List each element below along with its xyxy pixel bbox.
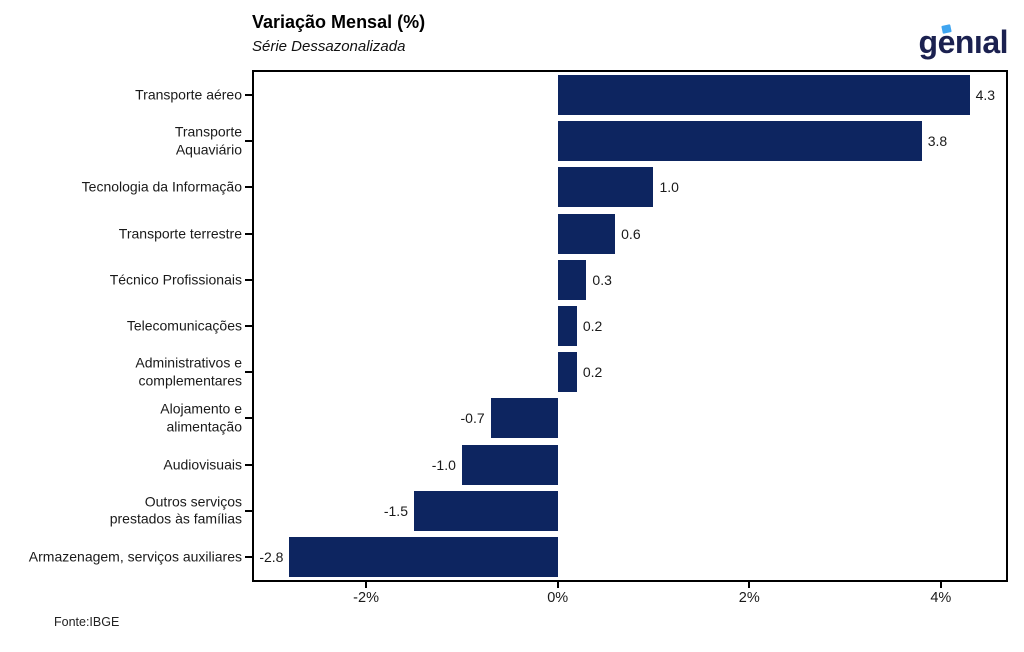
bar — [461, 444, 558, 485]
category-label: Administrativos e complementares — [135, 354, 242, 389]
y-axis-tick — [245, 94, 252, 97]
bar — [557, 259, 587, 300]
source-note: Fonte:IBGE — [54, 615, 120, 629]
x-axis-tick — [939, 582, 942, 588]
bar — [557, 167, 654, 208]
bar-value-label: 4.3 — [975, 87, 996, 104]
bar — [557, 306, 577, 346]
category-label: Transporte terrestre — [118, 224, 242, 241]
category-label: Transporte Aquaviário — [174, 123, 242, 158]
bar-value-label: 1.0 — [659, 179, 679, 196]
bar — [289, 536, 558, 577]
bar-value-label: -0.7 — [460, 410, 485, 427]
bar — [413, 490, 558, 531]
bar-value-label: -2.8 — [259, 548, 284, 565]
category-label: Técnico Profissionais — [109, 271, 242, 288]
y-axis-tick — [245, 371, 252, 374]
bar-value-label: 3.8 — [927, 133, 948, 150]
plot-panel — [252, 70, 1008, 582]
bar-value-label: 0.3 — [592, 271, 612, 288]
category-label: Transporte aéreo — [135, 86, 242, 103]
genial-logo-accent-icon — [940, 24, 952, 34]
x-axis-tick — [748, 582, 751, 588]
category-label: Alojamento e alimentação — [160, 400, 242, 435]
bar — [490, 398, 558, 439]
y-axis-tick — [245, 555, 252, 558]
bar — [557, 213, 616, 254]
x-axis-tick-label: 2% — [738, 590, 760, 606]
category-label: Audiovisuais — [163, 455, 242, 472]
y-axis-tick — [245, 417, 252, 420]
bar — [557, 121, 922, 162]
bar-value-label: -1.5 — [383, 502, 408, 519]
bar — [557, 75, 970, 116]
bar-value-label: -1.0 — [431, 456, 456, 473]
y-axis-tick — [245, 232, 252, 235]
chart-subtitle: Série Dessazonalizada — [252, 38, 406, 55]
y-axis-tick — [245, 325, 252, 327]
category-label: Telecomunicações — [126, 317, 242, 334]
y-axis-tick — [245, 140, 252, 143]
chart-title: Variação Mensal (%) — [252, 12, 426, 32]
category-label: Armazenagem, serviços auxiliares — [28, 548, 242, 565]
genial-logo-text: genıal — [918, 24, 1009, 60]
x-axis-tick-label: -2% — [353, 590, 379, 606]
x-axis-tick-label: 4% — [930, 590, 952, 606]
bar-value-label: 0.2 — [582, 364, 603, 381]
y-axis-tick — [245, 186, 252, 189]
category-label: Outros serviços prestados às famílias — [109, 493, 242, 527]
y-axis-tick — [245, 278, 252, 281]
x-axis-tick — [556, 582, 559, 588]
bar-value-label: 0.6 — [621, 225, 641, 242]
x-axis-tick-label: 0% — [547, 590, 569, 606]
y-axis-tick — [245, 509, 252, 512]
bar-value-label: 0.2 — [582, 318, 603, 334]
y-axis-tick — [245, 463, 252, 466]
category-label: Tecnologia da Informação — [81, 178, 242, 195]
x-axis-tick — [365, 582, 368, 588]
bar — [557, 352, 577, 393]
genial-logo: genıal — [918, 20, 1009, 64]
